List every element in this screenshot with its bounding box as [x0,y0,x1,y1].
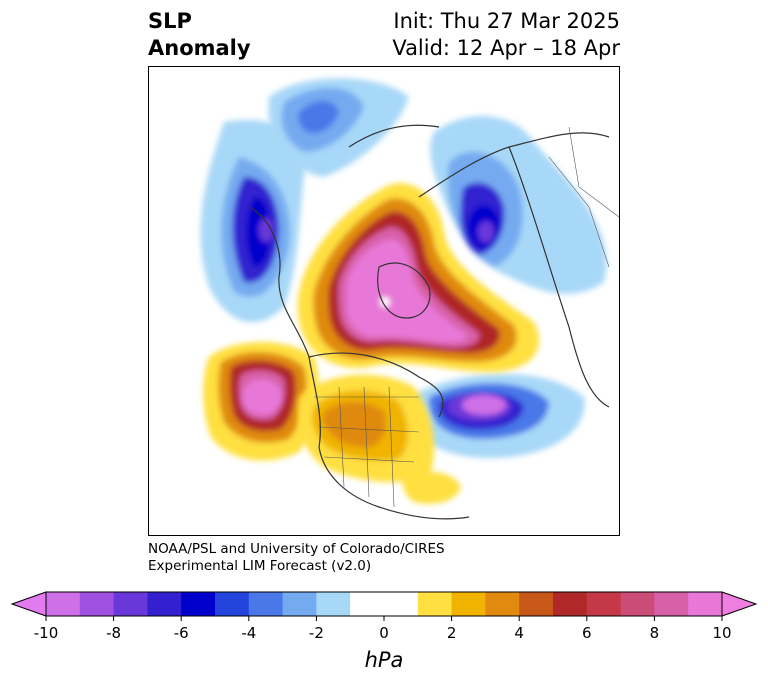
colorbar-swatch [384,592,419,616]
positive-anomaly-east-pacific [203,342,319,461]
colorbar-unit: hPa [364,648,404,672]
colorbar-swatch [688,592,723,616]
positive-anomaly-arctic [297,183,539,372]
colorbar-swatch [46,592,81,616]
colorbar-swatch [553,592,588,616]
colorbar-swatch [485,592,520,616]
colorbar: -10 -8 -6 -4 -2 0 2 4 6 8 10 [10,591,758,642]
colorbar-swatch [147,592,182,616]
colorbar-min-extension [10,591,47,617]
colorbar-swatch [282,592,317,616]
valid-dates: Valid: 12 Apr – 18 Apr [392,36,620,60]
colorbar-swatch [519,592,554,616]
slp-anomaly-map [148,66,620,536]
negative-anomaly-alaska [200,119,305,323]
colorbar-max-extension [721,591,758,617]
negative-anomaly-north-pacific [268,78,409,177]
political-borders [314,126,619,508]
colorbar-tick-label: 4 [514,624,524,642]
credit-line-2: Experimental LIM Forecast (v2.0) [148,558,372,574]
colorbar-tick-label: 10 [712,624,731,642]
colorbar-tick-label: 8 [650,624,660,642]
colorbar-swatch [620,592,655,616]
colorbar-swatch [248,592,284,616]
colorbar-tick-label: -4 [241,624,256,642]
colorbar-swatch [586,592,622,616]
colorbar-tick-label: -10 [34,624,59,642]
negative-anomaly-siberia [430,115,607,294]
colorbar-swatch [417,592,453,616]
colorbar-swatch [215,592,250,616]
colorbar-tick-label: 2 [447,624,457,642]
init-date: Init: Thu 27 Mar 2025 [393,9,620,33]
map-title: SLP Anomaly [148,8,251,62]
colorbar-swatch [654,592,689,616]
title-line-2: Anomaly [148,36,251,60]
credit-line-1: NOAA/PSL and University of Colorado/CIRE… [148,541,445,557]
colorbar-tick-label: -2 [309,624,324,642]
coastlines [248,124,610,520]
colorbar-swatch [451,592,486,616]
colorbar-tick-label: -8 [106,624,121,642]
forecast-dates: Init: Thu 27 Mar 2025 Valid: 12 Apr – 18… [392,8,620,62]
colorbar-tick-label: 6 [582,624,592,642]
colorbar-swatch [181,592,216,616]
negative-anomaly-atlantic [410,373,585,458]
title-line-1: SLP [148,9,192,33]
colorbar-swatch [316,592,351,616]
colorbar-tick-label: -6 [174,624,189,642]
colorbar-tick-label: 0 [379,624,389,642]
colorbar-swatch [350,592,385,616]
colorbar-swatch [113,592,148,616]
colorbar-swatch [79,592,115,616]
data-credit: NOAA/PSL and University of Colorado/CIRE… [148,541,445,575]
map-canvas [200,78,619,520]
